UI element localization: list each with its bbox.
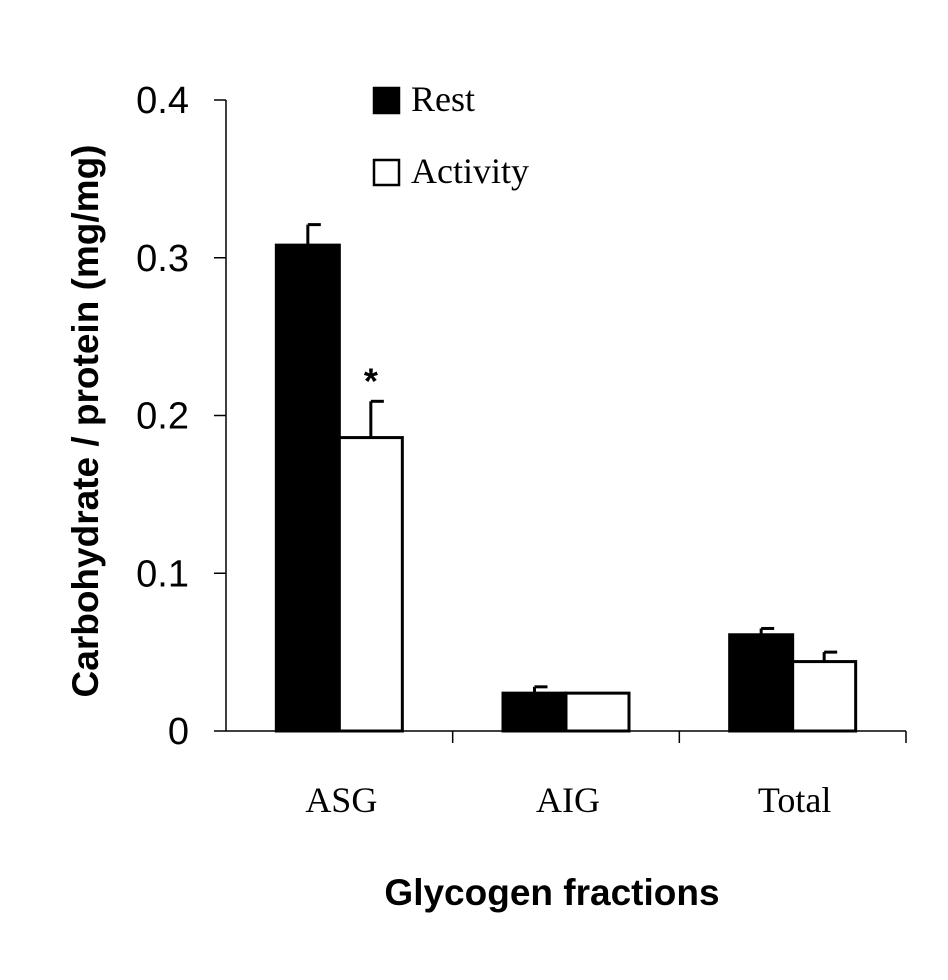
legend-swatch-rest bbox=[372, 86, 401, 115]
bar-activity-aig bbox=[564, 691, 631, 733]
bars bbox=[274, 243, 858, 733]
bar-rest-aig bbox=[501, 691, 568, 733]
bar-activity-asg bbox=[337, 436, 404, 733]
x-axis-label: Glycogen fractions bbox=[384, 872, 719, 913]
bar-rest-asg bbox=[274, 243, 341, 733]
x-ticks: ASG AIG Total bbox=[305, 731, 907, 820]
legend-swatch-activity bbox=[372, 158, 401, 187]
legend-label-activity: Activity bbox=[411, 151, 529, 191]
y-ticks: 0 0.1 0.2 0.3 0.4 bbox=[136, 80, 226, 753]
error-bars bbox=[306, 223, 838, 694]
x-tick-label: ASG bbox=[305, 780, 377, 820]
bar-rest-total bbox=[728, 633, 795, 733]
annotations: * bbox=[364, 360, 378, 401]
legend: Rest Activity bbox=[372, 79, 529, 191]
y-tick-label: 0.3 bbox=[136, 238, 189, 280]
bar-activity-total bbox=[791, 660, 858, 733]
legend-label-rest: Rest bbox=[411, 79, 475, 119]
x-tick-label: AIG bbox=[536, 780, 600, 820]
y-tick-label: 0.1 bbox=[136, 553, 189, 595]
x-tick-label: Total bbox=[758, 780, 831, 820]
y-tick-label: 0 bbox=[168, 711, 189, 753]
y-axis-label: Carbohydrate / protein (mg/mg) bbox=[65, 145, 106, 698]
y-tick-label: 0.2 bbox=[136, 396, 189, 438]
significance-marker: * bbox=[364, 360, 378, 401]
y-tick-label: 0.4 bbox=[136, 80, 189, 122]
